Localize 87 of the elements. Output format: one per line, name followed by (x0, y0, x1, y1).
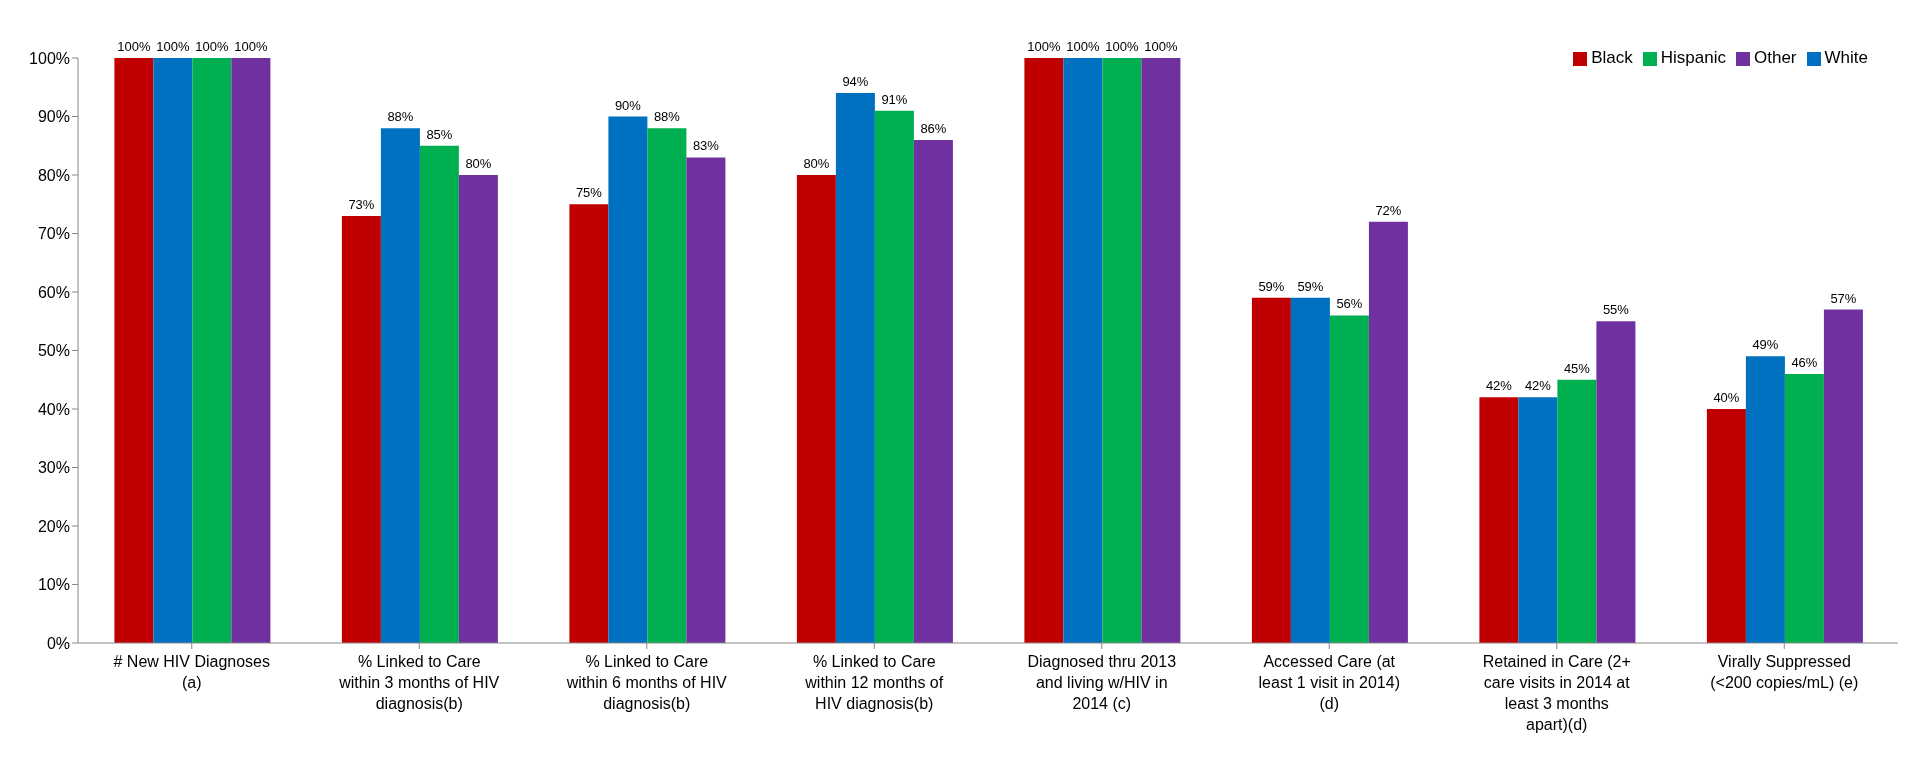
bar (1024, 58, 1064, 643)
data-label: 59% (1258, 278, 1285, 294)
data-label: 46% (1791, 354, 1818, 370)
bar (1784, 373, 1824, 643)
data-label: 83% (692, 138, 720, 154)
data-label: 100% (234, 39, 268, 54)
bar (1063, 58, 1103, 643)
y-tick-label: 0% (46, 634, 70, 652)
bar (1102, 58, 1142, 643)
bar (114, 58, 154, 643)
y-tick-label: 70% (37, 225, 70, 243)
bar (419, 145, 459, 643)
bar (913, 139, 953, 643)
bar (569, 204, 609, 643)
bar (1368, 221, 1408, 643)
bar (1823, 309, 1863, 643)
bar (1518, 397, 1558, 643)
data-label: 80% (803, 156, 830, 171)
data-label: 55% (1602, 302, 1630, 318)
bar (380, 128, 420, 643)
x-tick-label: % Linked to Care within 6 months of HIV diagnosis(b) (565, 653, 728, 712)
y-tick-label: 80% (37, 166, 70, 184)
legend-label: Black (1591, 48, 1633, 67)
data-label: 100% (117, 39, 151, 54)
bar (1479, 397, 1519, 643)
data-label: 100% (1105, 39, 1139, 54)
bar (1596, 321, 1636, 643)
legend-label: White (1824, 48, 1868, 67)
data-label: 72% (1375, 202, 1402, 218)
bar (1745, 356, 1785, 643)
data-label: 100% (195, 39, 229, 54)
y-tick-label: 10% (37, 576, 70, 594)
y-tick-label: 60% (37, 283, 70, 301)
bar (1290, 297, 1330, 643)
bar (835, 93, 875, 643)
data-label: 73% (348, 196, 375, 212)
y-tick-label: 20% (37, 517, 70, 535)
data-label: 86% (920, 120, 947, 136)
bar (1706, 409, 1746, 643)
legend-label: Hispanic (1660, 48, 1726, 67)
x-tick-label: Diagnosed thru 2013 and living w/HIV in 2014 (c) (1027, 653, 1177, 712)
bar (647, 128, 687, 643)
data-label: 100% (1027, 39, 1061, 54)
data-label: 90% (614, 97, 642, 113)
y-tick-label: 90% (37, 108, 70, 126)
data-label: 40% (1713, 390, 1740, 405)
data-label: 56% (1336, 296, 1363, 312)
x-tick-label: Accessed Care (at least 1 visit in 2014) (d) (1258, 653, 1400, 712)
data-label: 100% (1066, 39, 1100, 54)
bar (341, 215, 381, 643)
data-label: 45% (1563, 360, 1591, 376)
y-tick-label: 100% (29, 49, 70, 67)
x-tick-label: % Linked to Care within 12 months of HIV diagnosis(b) (804, 653, 944, 712)
bar (796, 175, 836, 643)
bar (458, 175, 498, 643)
y-tick-label: 30% (37, 459, 70, 477)
bar (192, 58, 232, 643)
bar (686, 157, 726, 643)
bar (1251, 297, 1291, 643)
x-tick-label: Virally Suppressed (<200 copies/mL) (e) (1710, 653, 1859, 691)
data-label: 49% (1752, 337, 1779, 353)
bar (1141, 58, 1181, 643)
y-tick-label: 40% (37, 400, 70, 418)
data-label: 100% (1144, 39, 1178, 54)
data-label: 59% (1297, 278, 1324, 294)
data-label: 100% (156, 39, 190, 54)
legend-label: Other (1754, 48, 1797, 67)
data-label: 94% (842, 74, 869, 90)
data-label: 42% (1524, 378, 1552, 394)
y-tick-label: 50% (37, 342, 70, 360)
bar (1557, 379, 1597, 643)
data-label: 91% (881, 91, 908, 107)
bar (608, 116, 648, 643)
data-label: 88% (653, 109, 681, 125)
x-tick-label: Retained in Care (2+ care visits in 2014 at least 3 months apart)(d) (1482, 653, 1631, 733)
bar (874, 110, 914, 643)
x-tick-label: % Linked to Care within 3 months of HIV diagnosis(b) (338, 653, 500, 712)
data-label: 85% (426, 126, 453, 142)
bar (231, 58, 271, 643)
bar (153, 58, 193, 643)
data-label: 57% (1830, 290, 1857, 306)
data-label: 80% (465, 156, 492, 171)
data-label: 75% (575, 185, 603, 201)
data-label: 88% (387, 109, 414, 125)
x-tick-label: # New HIV Diagnoses (a) (113, 653, 271, 691)
data-label: 42% (1485, 378, 1513, 394)
bar (1329, 315, 1369, 643)
